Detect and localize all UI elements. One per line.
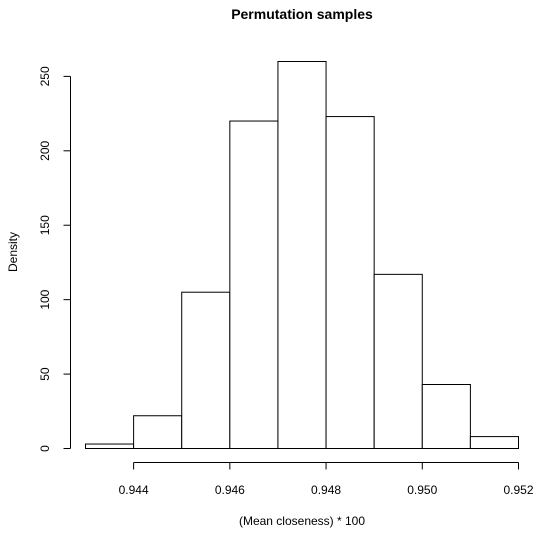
y-tick-label-1: 50 [38, 367, 52, 381]
x-tick-label-4: 0.952 [503, 483, 533, 497]
histogram-bar-8 [469, 436, 519, 450]
histogram-bar-1 [133, 415, 183, 449]
histogram-bar-2 [181, 291, 231, 450]
y-axis-title: Density [6, 232, 20, 272]
x-tick-label-3: 0.950 [407, 483, 437, 497]
x-axis-title: (Mean closeness) * 100 [239, 514, 365, 528]
y-axis: 0 50 100 150 200 250 [38, 66, 71, 452]
histogram-bar-0 [85, 443, 135, 449]
histogram-bar-4 [277, 61, 327, 449]
bars-group [85, 61, 519, 450]
histogram-bar-7 [421, 383, 471, 449]
y-tick-label-0: 0 [38, 445, 52, 452]
chart-title: Permutation samples [231, 6, 373, 22]
histogram-bar-5 [325, 116, 375, 449]
histogram-bar-6 [373, 273, 423, 449]
histogram-bar-3 [229, 120, 279, 450]
y-tick-label-3: 150 [38, 215, 52, 235]
y-tick-label-4: 200 [38, 140, 52, 160]
y-tick-label-2: 100 [38, 289, 52, 309]
x-tick-label-0: 0.944 [119, 483, 149, 497]
x-tick-label-2: 0.948 [311, 483, 341, 497]
x-tick-label-1: 0.946 [215, 483, 245, 497]
y-tick-label-5: 250 [38, 66, 52, 86]
x-axis: 0.944 0.946 0.948 0.950 0.952 [119, 462, 534, 497]
